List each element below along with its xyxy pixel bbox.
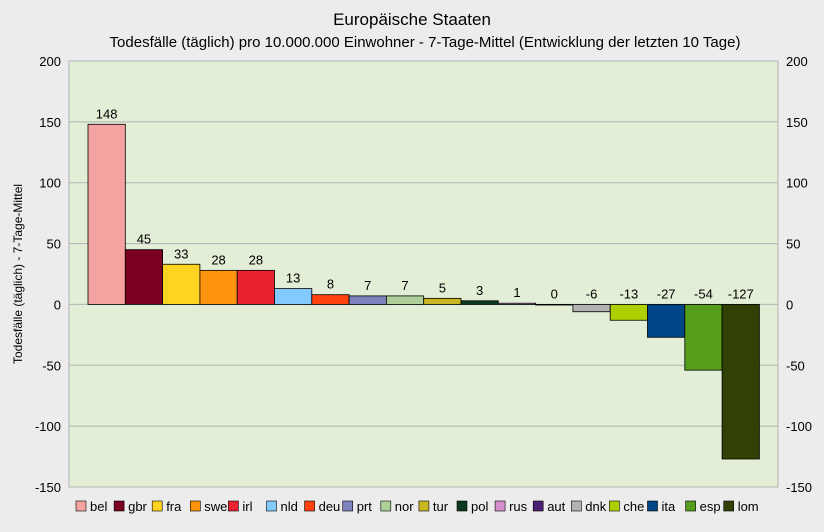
legend-swatch-rus [494,500,506,512]
legend-swatch-gbr [113,500,125,512]
y-axis-label: Todesfälle (täglich) - 7-Tage-Mittel [11,184,25,364]
legend-swatch-pol [456,500,468,512]
legend-label-prt: prt [357,499,373,514]
y-tick-label-right: 150 [786,115,808,130]
data-label-deu: 8 [327,277,334,292]
legend-label-fra: fra [166,499,182,514]
legend: bel gbr fra swe irl nld deu prt nor tur pol rus aut d… [75,499,759,514]
legend-swatch-nor [380,500,392,512]
legend-swatch-ita [647,500,658,512]
y-tick-label-right: -100 [786,419,812,434]
y-tick-label-left: -100 [35,419,61,434]
bar-pol [460,300,499,305]
bar-bel [87,123,126,305]
chart-subtitle: Todesfälle (täglich) pro 10.000.000 Einw… [110,34,741,51]
data-label-prt: 7 [364,278,371,293]
y-tick-label-right: -150 [786,480,812,495]
y-tick-label-right: 50 [786,237,800,252]
legend-label-swe: swe [204,499,227,514]
data-label-irl: 28 [249,252,263,267]
legend-label-nor: nor [395,499,414,514]
y-tick-label-left: 0 [54,297,61,312]
data-label-rus: 1 [513,285,520,300]
legend-label-deu: deu [319,499,341,514]
legend-label-ita: ita [662,499,677,514]
bar-tur [423,297,462,305]
legend-label-irl: irl [242,499,252,514]
bar-rus [497,302,536,305]
bar-deu [311,294,350,305]
legend-swatch-bel [75,500,87,512]
y-tick-label-left: 100 [39,176,61,191]
bar-nld [274,288,313,305]
data-label-che: -13 [619,286,638,301]
data-label-aut: 0 [551,286,558,301]
y-tick-label-right: -50 [786,358,805,373]
legend-swatch-che [609,500,620,512]
legend-swatch-deu [304,500,315,512]
legend-swatch-lom [723,500,735,512]
legend-swatch-fra [151,500,163,512]
y-tick-label-right: 0 [786,297,793,312]
legend-swatch-aut [532,500,544,512]
y-tick-label-left: -150 [35,480,61,495]
bar-esp [684,304,723,371]
legend-label-nld: nld [281,499,298,514]
y-tick-label-left: -50 [42,358,61,373]
legend-label-dnk: dnk [585,499,606,514]
bar-prt [348,295,387,305]
legend-label-aut: aut [547,499,565,514]
bar-lom [721,304,760,460]
data-label-dnk: -6 [586,286,598,301]
bar-nor [385,295,425,305]
legend-swatch-dnk [570,500,582,512]
data-label-tur: 5 [439,280,446,295]
legend-swatch-swe [190,500,201,512]
y-tick-label-left: 50 [47,237,61,252]
bar-che [609,304,648,321]
data-label-nld: 13 [286,271,300,286]
bar-irl [236,269,275,305]
data-label-gbr: 45 [137,232,151,247]
legend-swatch-prt [342,500,354,512]
legend-swatch-esp [685,500,696,512]
bar-fra [162,263,201,305]
legend-label-rus: rus [509,499,528,514]
data-label-ita: -27 [657,286,676,301]
legend-label-tur: tur [433,499,449,514]
legend-swatch-nld [266,500,277,512]
data-label-nor: 7 [401,278,408,293]
chart-title: Europäische Staaten [333,10,491,29]
legend-label-lom: lom [738,499,759,514]
legend-swatch-irl [228,500,239,512]
data-label-pol: 3 [476,283,483,298]
data-label-esp: -54 [694,286,713,301]
y-tick-label-right: 200 [786,54,808,69]
legend-label-esp: esp [700,499,721,514]
legend-label-gbr: gbr [128,499,147,514]
y-tick-label-left: 150 [39,115,61,130]
data-label-fra: 33 [174,246,188,261]
bar-gbr [124,249,164,305]
legend-label-che: che [623,499,644,514]
y-tick-label-right: 100 [786,176,808,191]
y-tick-label-left: 200 [39,54,61,69]
data-label-swe: 28 [211,252,225,267]
legend-label-bel: bel [90,499,107,514]
bar-dnk [572,304,611,313]
bar-aut [535,304,574,306]
bar-swe [199,269,238,305]
data-label-bel: 148 [96,106,118,121]
legend-swatch-tur [418,500,430,512]
legend-label-pol: pol [471,499,488,514]
bar-ita [647,304,686,338]
data-label-lom: -127 [728,286,754,301]
